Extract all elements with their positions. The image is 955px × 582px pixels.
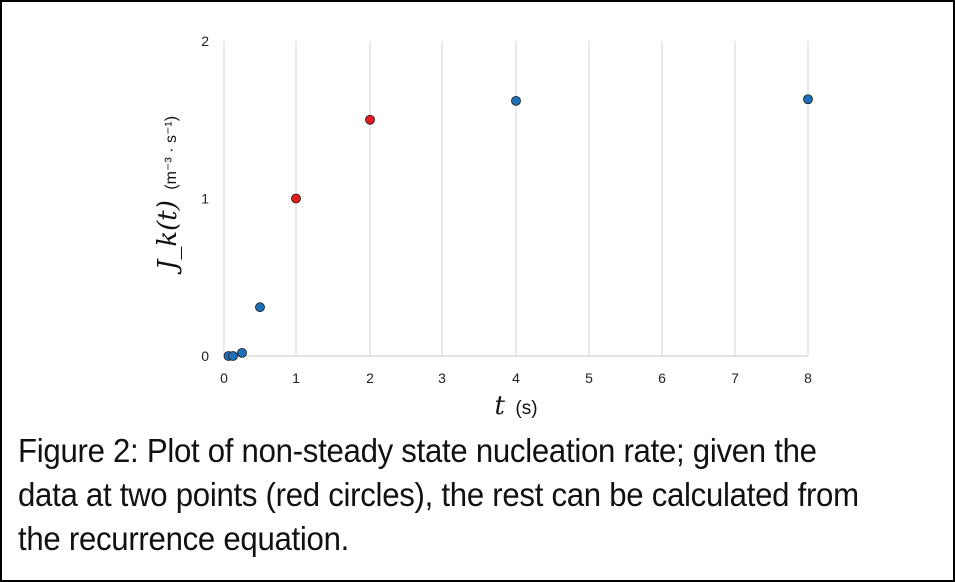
x-axis-label: t (s) bbox=[494, 391, 537, 421]
x-tick-labels: 0 1 2 3 4 5 6 7 8 bbox=[220, 370, 812, 386]
y-tick-label: 2 bbox=[201, 33, 209, 49]
x-tick-label: 2 bbox=[366, 370, 374, 386]
data-points bbox=[223, 94, 813, 361]
x-tick-label: 0 bbox=[220, 370, 228, 386]
y-axis-unit: (m⁻³ · s⁻¹) bbox=[163, 116, 180, 190]
x-tick-label: 4 bbox=[512, 370, 520, 386]
x-axis-symbol: t bbox=[494, 391, 505, 421]
data-point bbox=[237, 347, 247, 358]
y-tick-labels: 0 1 2 bbox=[201, 33, 209, 364]
x-tick-label: 7 bbox=[731, 370, 739, 386]
data-point bbox=[511, 95, 521, 106]
svg-text:J_k(t) (m⁻³ · s⁻¹): J_k(t) (m⁻³ · s⁻¹) bbox=[153, 116, 183, 275]
data-point bbox=[291, 193, 301, 204]
x-tick-label: 6 bbox=[658, 370, 666, 386]
data-point bbox=[803, 94, 813, 105]
x-tick-label: 8 bbox=[804, 370, 812, 386]
gridlines bbox=[223, 41, 809, 356]
x-tick-label: 1 bbox=[292, 370, 300, 386]
data-point bbox=[228, 351, 238, 361]
y-axis-label: J_k(t) (m⁻³ · s⁻¹) bbox=[153, 116, 183, 275]
data-point bbox=[255, 302, 265, 313]
x-tick-label: 3 bbox=[438, 370, 446, 386]
y-tick-label: 1 bbox=[201, 191, 209, 207]
figure-caption: Figure 2: Plot of non-steady state nucle… bbox=[18, 433, 859, 558]
x-tick-label: 5 bbox=[585, 370, 593, 386]
scatter-chart: 0 1 2 0 1 2 3 4 5 6 7 8 J_k(t) (m⁻³ · s⁻¹) t (s) bbox=[153, 33, 813, 421]
y-axis-symbol: J_k(t) bbox=[153, 200, 183, 275]
data-point bbox=[365, 114, 375, 125]
y-tick-label: 0 bbox=[201, 348, 209, 364]
x-axis-unit: (s) bbox=[515, 398, 537, 419]
